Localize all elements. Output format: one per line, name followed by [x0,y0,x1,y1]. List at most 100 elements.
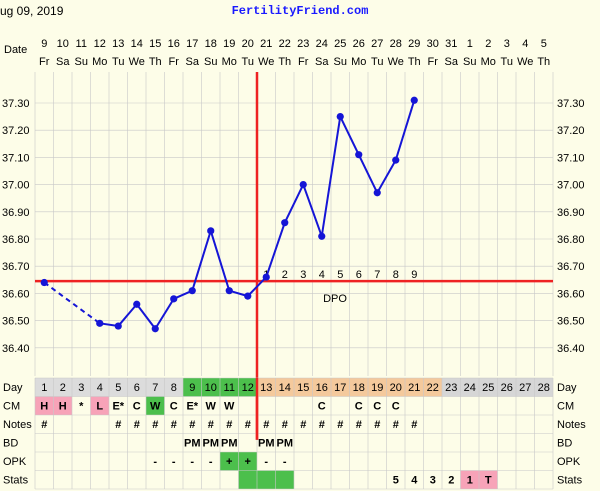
row-cell-value: W [150,401,161,413]
cycle-day-number: 13 [260,382,272,394]
y-tick-label-right: 36.40 [557,343,585,355]
row-label-left: BD [3,438,18,450]
weekday-label: Sa [186,56,200,68]
row-cell-value: # [263,419,269,431]
temperature-point [170,295,178,303]
row-cell-value: C [133,401,141,413]
temperature-line-segment [376,159,397,194]
weekday-label: Mo [351,56,366,68]
date-label: 16 [168,38,180,50]
temperature-point [188,287,196,295]
cycle-day-number: 19 [371,382,383,394]
temperature-point [225,287,233,295]
weekday-label: Fr [39,56,50,68]
row-cell-value: PM [277,438,294,450]
date-label: 24 [316,38,328,50]
weekday-label: Su [75,56,88,68]
y-tick-label-right: 36.60 [557,288,585,300]
row-cell-value: # [356,419,362,431]
row-cell-value: # [134,419,140,431]
cycle-day-number: 21 [408,382,420,394]
cycle-day-number: 18 [353,382,365,394]
row-cell-value: 2 [448,475,454,487]
temperature-point [96,319,104,327]
y-tick-label-left: 37.20 [2,125,30,137]
site-name[interactable]: FertilityFriend.com [231,4,369,18]
day-cell [312,378,331,397]
weekday-label: We [388,56,404,68]
row-cell-value: W [224,401,235,413]
row-label-left: CM [3,401,20,413]
weekday-label: Tu [112,56,124,68]
weekday-label: Su [204,56,217,68]
day-cell [294,378,313,397]
dpo-number: 8 [393,269,399,281]
weekday-label: Mo [222,56,237,68]
day-cell [220,378,239,397]
row-cell-value: 3 [430,475,436,487]
temperature-point [355,151,363,159]
row-cell-value: # [282,419,288,431]
day-cell [275,378,294,397]
temperature-line-segment [265,222,286,278]
day-cell [331,378,350,397]
cycle-day-number: 28 [538,382,550,394]
cycle-day-number: 14 [279,382,291,394]
row-cell-value: PM [221,438,238,450]
row-label-right: CM [557,401,574,413]
day-cell [460,378,479,397]
weekday-label: Th [408,56,421,68]
row-label-right: Notes [557,419,586,431]
row-cell-value: # [319,419,325,431]
day-cell [72,378,91,397]
date-label: 23 [297,38,309,50]
cycle-day-number: 9 [189,382,195,394]
weekday-label: Fr [298,56,309,68]
y-tick-label-right: 37.10 [557,152,585,164]
date-label: 19 [223,38,235,50]
row-label-right: OPK [557,456,581,468]
row-cell-value: H [40,401,48,413]
y-tick-label-left: 36.90 [2,207,30,219]
temperature-line-segment [117,303,138,327]
cycle-day-number: 22 [427,382,439,394]
temperature-point [114,322,122,330]
temperature-point [336,113,344,121]
date-label: 11 [76,38,87,50]
y-tick-label-left: 36.50 [2,316,30,328]
weekday-label: Fr [428,56,439,68]
day-cell [35,378,54,397]
row-cell-value: PM [184,438,201,450]
day-cell [479,378,498,397]
weekday-label: Fr [169,56,180,68]
row-cell-value: - [172,456,176,468]
date-label: 29 [408,38,420,50]
chart-date-title: ug 09, 2019 [0,4,64,18]
row-cell-value: # [41,419,47,431]
date-label: 13 [112,38,124,50]
date-label: 20 [242,38,254,50]
row-cell-value: + [226,456,232,468]
cycle-day-number: 8 [171,382,177,394]
row-cell-value: # [115,419,121,431]
date-label: 15 [149,38,161,50]
cycle-day-number: 24 [464,382,476,394]
day-cell [349,378,368,397]
date-label: 21 [260,38,272,50]
date-label: 26 [353,38,365,50]
temperature-point [373,189,381,197]
row-cell-value: # [226,419,232,431]
weekday-label: Th [149,56,162,68]
date-label: 1 [467,38,473,50]
temperature-point [244,292,252,300]
temperature-point [392,156,400,164]
date-label: 27 [371,38,383,50]
row-cell-value: C [355,401,363,413]
dpo-number: 3 [300,269,306,281]
row-label-left: OPK [3,456,27,468]
weekday-label: Sa [56,56,70,68]
day-cell [497,378,516,397]
y-tick-label-right: 37.30 [557,98,585,110]
